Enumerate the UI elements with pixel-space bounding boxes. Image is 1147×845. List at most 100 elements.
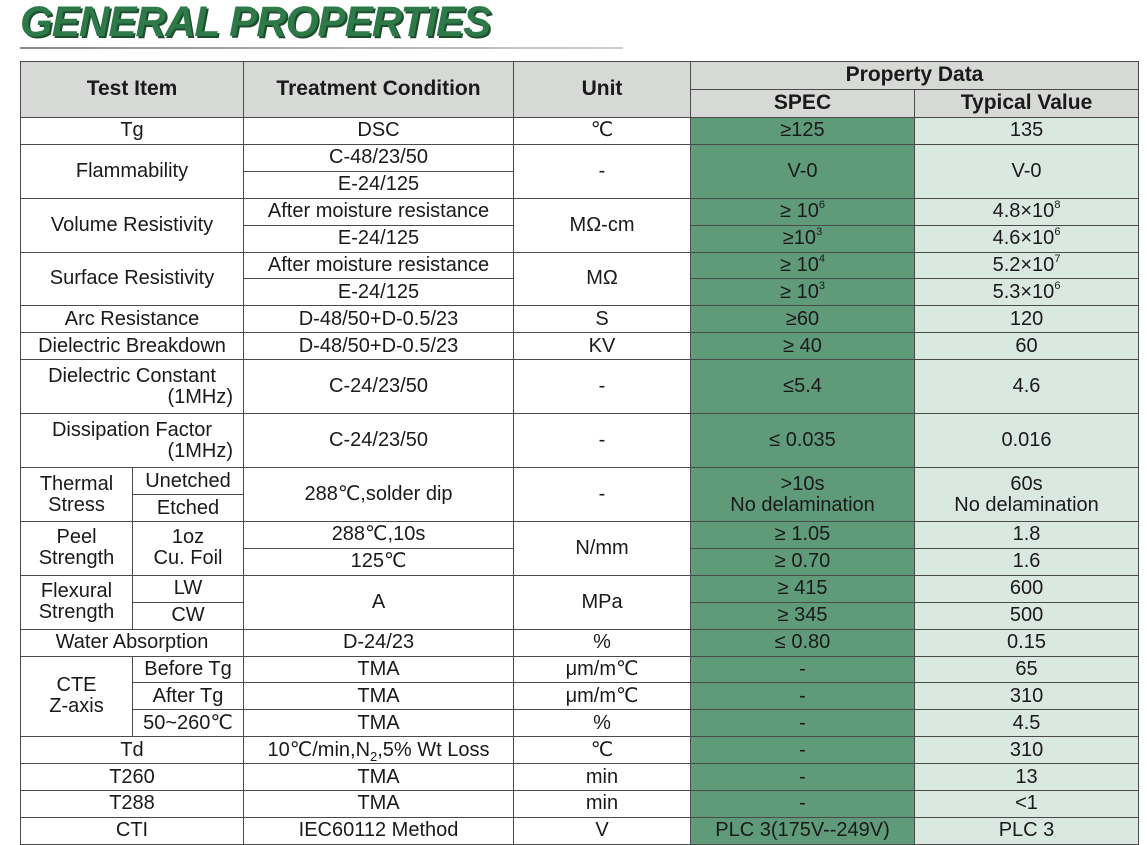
table-row: Volume Resistivity After moisture resist… xyxy=(19,197,1140,253)
typical-value: 13 xyxy=(914,763,1140,792)
item-arc-resistance: Arc Resistance xyxy=(19,305,245,334)
condition: After moisture resistance xyxy=(243,251,515,280)
condition: After moisture resistance xyxy=(243,197,515,226)
unit: - xyxy=(513,359,692,415)
unit: % xyxy=(513,709,692,738)
table-row: T260 TMA min - 13 xyxy=(19,763,1140,792)
item-td: Td xyxy=(19,736,245,765)
table-row: Arc Resistance D-48/50+D-0.5/23 S ≥60 12… xyxy=(19,305,1140,334)
table-row: Water Absorption D-24/23 % ≤ 0.80 0.15 xyxy=(19,628,1140,657)
spec-value: ≤ 0.80 xyxy=(690,628,916,657)
condition: C-24/23/50 xyxy=(243,359,515,415)
unit: - xyxy=(513,467,692,522)
subitem-cw: CW xyxy=(131,601,245,630)
condition: TMA xyxy=(243,682,515,711)
typical-value: <1 xyxy=(914,790,1140,818)
spec-value: ≥ 1.05 xyxy=(690,520,916,549)
spec-value: - xyxy=(690,736,916,765)
unit: - xyxy=(513,143,692,199)
item-cte-z-axis: CTE Z-axis xyxy=(20,655,133,738)
table-row: 125℃ ≥ 0.70 1.6 xyxy=(21,547,1140,576)
condition: C-48/23/50 xyxy=(243,143,515,172)
properties-table: Test Item Treatment Condition Unit Prope… xyxy=(19,61,1140,845)
spec-value: - xyxy=(690,790,916,818)
subitem-etched: Etched xyxy=(131,494,245,522)
unit: % xyxy=(513,628,692,657)
spec-value: ≤5.4 xyxy=(690,359,916,415)
header-spec: SPEC xyxy=(690,89,916,118)
typical-value: V-0 xyxy=(914,143,1140,199)
header-property-data: Property Data xyxy=(690,61,1140,90)
subitem-after-tg: After Tg xyxy=(131,682,245,711)
typical-value: 310 xyxy=(914,736,1140,765)
spec-value: ≤ 0.035 xyxy=(690,413,916,469)
table-row: After Tg TMA μm/m℃ - 310 xyxy=(21,682,1140,711)
unit: S xyxy=(513,305,692,334)
typical-value: 65 xyxy=(914,655,1140,684)
header-typical-value: Typical Value xyxy=(914,89,1140,118)
unit: MPa xyxy=(513,574,692,630)
condition: D-24/23 xyxy=(243,628,515,657)
subitem-before-tg: Before Tg xyxy=(131,655,245,684)
header-treatment-condition: Treatment Condition xyxy=(243,61,515,118)
spec-value: - xyxy=(690,709,916,738)
typical-value: 120 xyxy=(914,305,1140,334)
typical-value: 4.6×106 xyxy=(914,224,1140,253)
spec-value: ≥ 104 xyxy=(690,251,916,280)
typical-value: 4.6 xyxy=(914,359,1140,415)
unit: KV xyxy=(513,332,692,361)
subitem-lw: LW xyxy=(131,574,245,603)
unit: - xyxy=(513,413,692,469)
spec-value: ≥ 345 xyxy=(690,601,916,630)
subitem-1oz-cu-foil: 1oz Cu. Foil xyxy=(131,520,245,576)
condition: TMA xyxy=(243,655,515,684)
spec-value: V-0 xyxy=(690,143,916,199)
table-row: CTI IEC60112 Method V PLC 3(175V--249V) … xyxy=(19,816,1140,845)
typical-value: 4.5 xyxy=(914,709,1140,738)
unit: min xyxy=(513,790,692,818)
table-row: Thermal Stress Unetched 288℃,solder dip -… xyxy=(20,467,1140,522)
table-row: E-24/125 ≥ 103 5.3×106 xyxy=(21,278,1140,307)
unit: N/mm xyxy=(513,520,692,576)
typical-value: 5.2×107 xyxy=(914,251,1140,280)
typical-value: 600 xyxy=(914,574,1140,603)
table-row: Td 10℃/min,N2,5% Wt Loss ℃ - 310 xyxy=(19,736,1140,765)
item-flexural-strength: Flexural Strength xyxy=(20,574,133,630)
subitem-50-260: 50~260℃ xyxy=(131,709,245,738)
table-row: Flammability C-48/23/50 - V-0 V-0 xyxy=(19,143,1140,199)
item-t288: T288 xyxy=(19,790,245,818)
table-row: Tg DSC ℃ ≥125 135 xyxy=(19,117,1140,145)
typical-value: 60 xyxy=(914,332,1140,361)
spec-value: ≥ 0.70 xyxy=(690,547,916,576)
table-row: E-24/125 xyxy=(21,170,1139,199)
typical-value: 60s No delamination xyxy=(914,467,1140,522)
spec-value: ≥ 103 xyxy=(690,278,916,307)
table-row: CW ≥ 345 500 xyxy=(21,601,1140,630)
condition: C-24/23/50 xyxy=(243,413,515,469)
unit: μm/m℃ xyxy=(513,655,692,684)
spec-value: ≥103 xyxy=(690,224,916,253)
item-cti: CTI xyxy=(19,816,245,845)
condition: A xyxy=(243,574,515,630)
unit: μm/m℃ xyxy=(513,682,692,711)
subitem-unetched: Unetched xyxy=(131,467,245,496)
typical-value: 500 xyxy=(914,601,1140,630)
item-thermal-stress: Thermal Stress xyxy=(20,467,133,522)
typical-value: PLC 3 xyxy=(914,816,1140,845)
item-flammability: Flammability xyxy=(19,143,245,199)
condition: TMA xyxy=(243,790,515,818)
typical-value: 1.6 xyxy=(914,547,1140,576)
unit: ℃ xyxy=(513,736,692,765)
condition: 125℃ xyxy=(243,547,515,576)
item-water-absorption: Water Absorption xyxy=(19,628,245,657)
page-title: GENERAL PROPERTIES xyxy=(20,0,491,46)
typical-value: 0.15 xyxy=(914,628,1140,657)
item-dielectric-breakdown: Dielectric Breakdown xyxy=(19,332,245,361)
item-dielectric-constant: Dielectric Constant (1MHz) xyxy=(19,359,245,415)
unit: ℃ xyxy=(513,117,692,145)
condition: 10℃/min,N2,5% Wt Loss xyxy=(243,736,515,765)
item-volume-resistivity: Volume Resistivity xyxy=(19,197,245,253)
typical-value: 135 xyxy=(914,117,1140,145)
condition: TMA xyxy=(243,709,515,738)
table-row: CTE Z-axis Before Tg TMA μm/m℃ - 65 xyxy=(20,655,1140,738)
